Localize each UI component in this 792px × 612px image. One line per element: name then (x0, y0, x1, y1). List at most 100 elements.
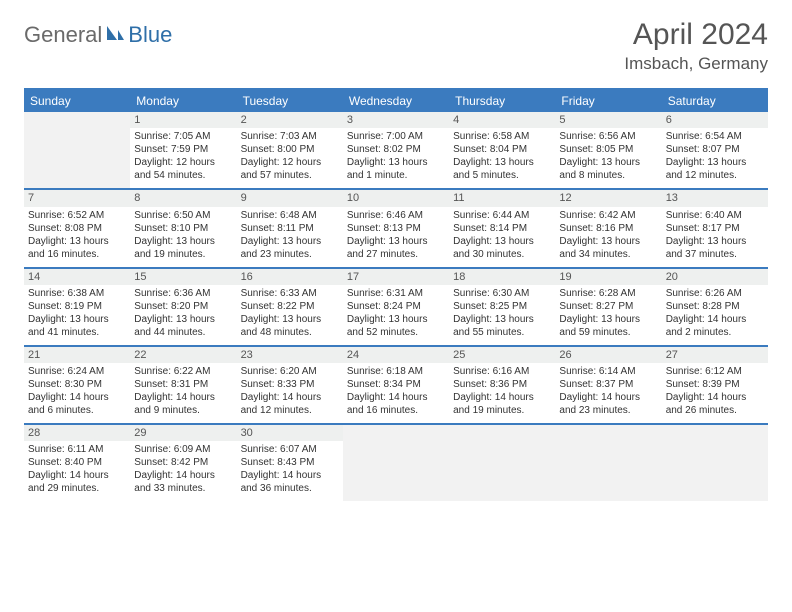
day-info-line: Sunrise: 6:16 AM (453, 365, 551, 378)
day-info-line: and 34 minutes. (559, 248, 657, 261)
day-number: 21 (24, 347, 130, 363)
day-info-line: Daylight: 13 hours (666, 235, 764, 248)
day-info-line: Sunrise: 6:44 AM (453, 209, 551, 222)
day-info-line: Sunrise: 6:52 AM (28, 209, 126, 222)
day-info-line: and 2 minutes. (666, 326, 764, 339)
day-number: 1 (130, 112, 236, 128)
day-info-line: Sunrise: 6:07 AM (241, 443, 339, 456)
day-number: 3 (343, 112, 449, 128)
page-title: April 2024 (624, 18, 768, 52)
day-info-line: Sunrise: 6:28 AM (559, 287, 657, 300)
day-info-line: Sunset: 8:10 PM (134, 222, 232, 235)
day-info-line: Sunset: 8:37 PM (559, 378, 657, 391)
day-info-line: and 23 minutes. (241, 248, 339, 261)
day-info-line: and 6 minutes. (28, 404, 126, 417)
day-info-line: Sunset: 8:11 PM (241, 222, 339, 235)
day-info-line: Daylight: 14 hours (28, 469, 126, 482)
calendar-day-cell: 23Sunrise: 6:20 AMSunset: 8:33 PMDayligh… (237, 346, 343, 424)
calendar-day-cell: 12Sunrise: 6:42 AMSunset: 8:16 PMDayligh… (555, 189, 661, 267)
calendar-day-cell: 6Sunrise: 6:54 AMSunset: 8:07 PMDaylight… (662, 112, 768, 189)
day-info-line: Sunset: 8:36 PM (453, 378, 551, 391)
calendar-day-cell (555, 424, 661, 501)
day-number: 14 (24, 269, 130, 285)
day-number: 28 (24, 425, 130, 441)
day-info-line: Daylight: 13 hours (134, 235, 232, 248)
logo: General Blue (24, 22, 172, 48)
day-info-line: Sunrise: 6:18 AM (347, 365, 445, 378)
day-info-line: Sunset: 8:07 PM (666, 143, 764, 156)
day-info-line: Daylight: 13 hours (241, 313, 339, 326)
weekday-header: Wednesday (343, 90, 449, 112)
calendar-day-cell: 21Sunrise: 6:24 AMSunset: 8:30 PMDayligh… (24, 346, 130, 424)
day-info-line: Sunset: 8:25 PM (453, 300, 551, 313)
calendar-day-cell: 7Sunrise: 6:52 AMSunset: 8:08 PMDaylight… (24, 189, 130, 267)
day-number: 9 (237, 190, 343, 206)
day-info-line: Sunset: 8:33 PM (241, 378, 339, 391)
day-info-line: Sunrise: 6:31 AM (347, 287, 445, 300)
day-number: 10 (343, 190, 449, 206)
day-info-line: Daylight: 13 hours (559, 235, 657, 248)
day-info-line: Sunset: 8:05 PM (559, 143, 657, 156)
calendar-day-cell: 4Sunrise: 6:58 AMSunset: 8:04 PMDaylight… (449, 112, 555, 189)
calendar-day-cell: 11Sunrise: 6:44 AMSunset: 8:14 PMDayligh… (449, 189, 555, 267)
day-info-line: Daylight: 14 hours (241, 391, 339, 404)
weekday-header: Tuesday (237, 90, 343, 112)
day-info-line: Sunset: 8:08 PM (28, 222, 126, 235)
day-number: 6 (662, 112, 768, 128)
day-number: 8 (130, 190, 236, 206)
day-info-line: Sunset: 8:02 PM (347, 143, 445, 156)
day-number: 15 (130, 269, 236, 285)
day-info-line: and 16 minutes. (28, 248, 126, 261)
day-info-line: Daylight: 14 hours (559, 391, 657, 404)
day-info-line: Sunset: 7:59 PM (134, 143, 232, 156)
calendar-day-cell: 29Sunrise: 6:09 AMSunset: 8:42 PMDayligh… (130, 424, 236, 501)
calendar-week-row: 1 Sunrise: 7:05 AMSunset: 7:59 PM Daylight… (24, 112, 768, 189)
day-info-line: Daylight: 14 hours (28, 391, 126, 404)
day-info-line: Sunset: 8:24 PM (347, 300, 445, 313)
day-info-line: and 59 minutes. (559, 326, 657, 339)
day-info-line: Daylight: 13 hours (559, 156, 657, 169)
day-info-line: Sunset: 8:04 PM (453, 143, 551, 156)
day-number: 18 (449, 269, 555, 285)
calendar-day-cell: 28Sunrise: 6:11 AMSunset: 8:40 PMDayligh… (24, 424, 130, 501)
day-info-line: Daylight: 13 hours (347, 156, 445, 169)
day-info-line: Sunrise: 6:33 AM (241, 287, 339, 300)
day-number: 16 (237, 269, 343, 285)
day-number: 23 (237, 347, 343, 363)
day-info-line: Daylight: 13 hours (453, 235, 551, 248)
day-info-line: Sunrise: 6:50 AM (134, 209, 232, 222)
day-info-line: Sunset: 8:34 PM (347, 378, 445, 391)
day-number: 24 (343, 347, 449, 363)
calendar-week-row: 14Sunrise: 6:38 AMSunset: 8:19 PMDayligh… (24, 268, 768, 346)
day-info-line: Sunrise: 6:11 AM (28, 443, 126, 456)
day-info-line: and 12 minutes. (241, 404, 339, 417)
day-info-line: Daylight: 14 hours (453, 391, 551, 404)
day-info-line: Sunset: 8:20 PM (134, 300, 232, 313)
day-info-line: Sunset: 8:13 PM (347, 222, 445, 235)
weekday-header: Monday (130, 90, 236, 112)
day-info-line: Sunrise: 6:24 AM (28, 365, 126, 378)
day-info-line: Sunset: 8:22 PM (241, 300, 339, 313)
day-info-line: and 54 minutes. (134, 169, 232, 182)
day-info-line: and 33 minutes. (134, 482, 232, 495)
day-info-line: and 30 minutes. (453, 248, 551, 261)
calendar-body: 1 Sunrise: 7:05 AMSunset: 7:59 PM Daylight… (24, 112, 768, 501)
calendar-table: Sunday Monday Tuesday Wednesday Thursday… (24, 90, 768, 501)
day-number: 13 (662, 190, 768, 206)
day-info-line: Sunrise: 7:05 AM (134, 130, 232, 143)
day-info-line: Sunset: 8:31 PM (134, 378, 232, 391)
calendar-week-row: 21Sunrise: 6:24 AMSunset: 8:30 PMDayligh… (24, 346, 768, 424)
weekday-header: Saturday (662, 90, 768, 112)
calendar-day-cell: 14Sunrise: 6:38 AMSunset: 8:19 PMDayligh… (24, 268, 130, 346)
day-info-line: Sunset: 8:39 PM (666, 378, 764, 391)
day-info-line: Daylight: 13 hours (241, 235, 339, 248)
calendar-day-cell: 22Sunrise: 6:22 AMSunset: 8:31 PMDayligh… (130, 346, 236, 424)
day-info-line: and 52 minutes. (347, 326, 445, 339)
calendar-day-cell: 16 Sunrise: 6:33 AMSunset: 8:22 PMDayligh… (237, 268, 343, 346)
day-info-line: Sunrise: 6:40 AM (666, 209, 764, 222)
day-info-line: Sunrise: 6:56 AM (559, 130, 657, 143)
day-number: 25 (449, 347, 555, 363)
day-info-line: Sunrise: 6:36 AM (134, 287, 232, 300)
day-info-line: Sunrise: 6:48 AM (241, 209, 339, 222)
day-info-line: Daylight: 13 hours (28, 235, 126, 248)
